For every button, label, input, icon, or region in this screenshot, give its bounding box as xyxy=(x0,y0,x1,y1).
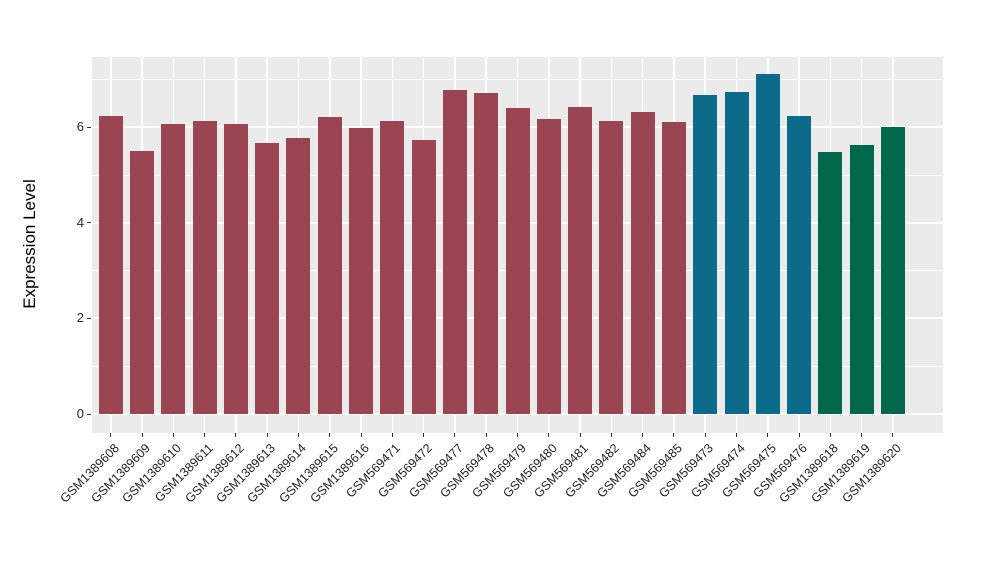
bar xyxy=(255,142,280,414)
x-axis-tick xyxy=(579,433,581,437)
bar xyxy=(505,108,530,414)
bar xyxy=(599,120,624,414)
bar xyxy=(98,115,123,414)
x-axis-tick xyxy=(861,433,863,437)
bar xyxy=(724,91,749,414)
x-axis-tick xyxy=(110,433,112,437)
x-axis-tick xyxy=(266,433,268,437)
y-axis-tick xyxy=(87,413,91,415)
bar xyxy=(286,137,311,414)
bar xyxy=(192,120,217,414)
bar xyxy=(568,107,593,414)
bar xyxy=(411,140,436,414)
x-axis-tick xyxy=(642,433,644,437)
y-tick-label: 6 xyxy=(76,119,84,135)
y-axis-tick xyxy=(87,126,91,128)
x-axis-tick xyxy=(704,433,706,437)
y-axis-tick xyxy=(87,222,91,224)
x-axis-tick xyxy=(454,433,456,437)
x-axis-tick xyxy=(548,433,550,437)
y-axis-tick xyxy=(87,317,91,319)
x-axis-tick xyxy=(767,433,769,437)
bar xyxy=(223,123,248,414)
x-axis-tick xyxy=(736,433,737,437)
x-axis-tick xyxy=(235,433,237,437)
bar xyxy=(849,144,874,414)
bar xyxy=(630,112,655,414)
x-axis-tick xyxy=(610,433,612,437)
x-axis-tick xyxy=(517,433,518,437)
bar xyxy=(880,127,905,414)
bar xyxy=(130,150,155,414)
bar xyxy=(161,124,186,414)
y-tick-label: 4 xyxy=(76,214,84,230)
bar xyxy=(317,116,342,414)
bar xyxy=(787,116,812,414)
x-axis-tick xyxy=(172,433,174,437)
x-axis-tick xyxy=(829,433,831,437)
x-axis-tick xyxy=(329,433,331,437)
bar xyxy=(380,120,405,414)
bar xyxy=(349,128,374,414)
x-axis-tick xyxy=(423,433,425,437)
x-axis-tick xyxy=(141,433,143,437)
bar xyxy=(442,90,467,414)
x-axis-tick xyxy=(391,433,393,437)
x-axis-tick xyxy=(892,433,894,437)
bar xyxy=(755,73,780,414)
y-tick-label: 0 xyxy=(76,406,84,421)
bar xyxy=(818,152,843,414)
x-axis-tick xyxy=(798,433,800,437)
y-axis-title: Expression Level xyxy=(20,179,39,309)
x-axis-tick xyxy=(360,433,362,437)
y-tick-label: 2 xyxy=(76,310,84,326)
bar xyxy=(693,94,718,414)
bar xyxy=(474,92,499,414)
x-axis-tick xyxy=(204,433,206,437)
x-axis-tick xyxy=(673,433,675,437)
bar xyxy=(661,122,686,414)
x-axis-tick xyxy=(297,433,299,437)
x-axis-tick xyxy=(485,433,487,437)
bar xyxy=(536,119,561,414)
